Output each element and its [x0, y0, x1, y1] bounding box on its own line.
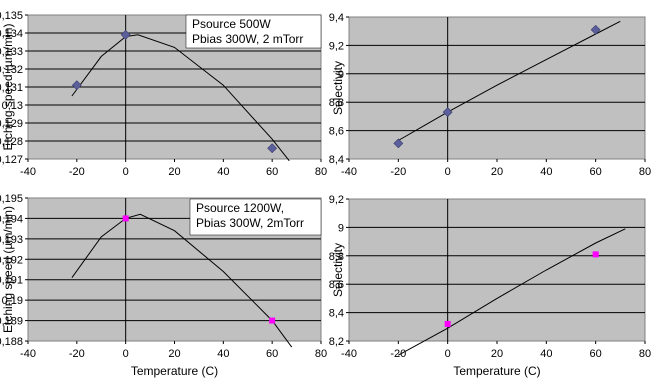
- data-point: [444, 320, 451, 327]
- trend-line: [71, 213, 293, 348]
- annotation-text: Psource 500W: [192, 17, 271, 31]
- y-tick-label: 0,192: [0, 254, 23, 266]
- y-tick-label: 0,189: [0, 316, 23, 328]
- x-tick-label: 80: [315, 166, 327, 178]
- trend-line: [398, 20, 621, 141]
- y-tick-label: 8,4: [329, 154, 344, 166]
- y-tick-label: 0,129: [0, 118, 23, 130]
- data-point: [122, 215, 129, 222]
- x-tick-label: 20: [168, 348, 180, 360]
- y-tick-label: 9: [338, 69, 344, 81]
- y-tick-label: 8,6: [329, 126, 344, 138]
- y-tick-label: 8,6: [329, 279, 344, 291]
- annotation-text: Pbias 300W, 2 mTorr: [192, 32, 303, 46]
- y-tick-label: 0,131: [0, 82, 23, 94]
- x-tick-label: 40: [217, 348, 229, 360]
- chart-panel-top-right: 8,4 8,6 8,8 9 9,2 9,4 -40 -20 0 20 40 60 80 Selectivi…: [329, 12, 651, 178]
- y-tick-label: 0,188: [0, 336, 23, 348]
- annotation-box: [185, 14, 322, 49]
- y-axis-label: Etching speed (µm/min): [1, 24, 15, 151]
- y-tick-label: 8,2: [329, 336, 344, 348]
- y-tick-label: 0,128: [0, 136, 23, 148]
- x-tick-label: 0: [123, 166, 129, 178]
- x-tick-label: 0: [123, 348, 129, 360]
- y-tick-label: 9,2: [329, 40, 344, 52]
- data-point: [120, 29, 131, 40]
- y-axis-label: Selectivity: [331, 61, 345, 115]
- y-tick-label: 9,2: [329, 194, 344, 206]
- x-tick-label: 80: [639, 166, 651, 178]
- data-point: [71, 80, 82, 91]
- x-tick-label: 20: [168, 166, 180, 178]
- plot-area: [348, 198, 646, 342]
- y-tick-label: 0,195: [0, 193, 23, 205]
- x-tick-label: -20: [69, 348, 85, 360]
- x-axis-label: Temperature (C): [131, 364, 218, 378]
- data-point: [590, 24, 601, 35]
- y-tick-label: 8,8: [329, 97, 344, 109]
- x-tick-label: 20: [491, 348, 503, 360]
- x-tick-label: 40: [217, 166, 229, 178]
- chart-panel-bottom-right: 8,2 8,4 8,6 8,8 9 9,2 -40 -20 0 20 40 60 80 Selectivi…: [329, 194, 651, 378]
- x-tick-label: 60: [266, 348, 278, 360]
- x-tick-label: 20: [491, 166, 503, 178]
- y-tick-label: 0,19: [2, 295, 23, 307]
- chart-panel-bottom-left: 0,188 0,189 0,19 0,191 0,192 0,193 0,194 0,195 -…: [0, 193, 327, 378]
- data-point: [442, 107, 453, 118]
- y-tick-label: 8,8: [329, 251, 344, 263]
- annotation-text: Pbias 300W, 2mTorr: [196, 216, 304, 230]
- x-tick-label: 80: [315, 348, 327, 360]
- y-axis-label: Etching speed (µm/min): [1, 206, 15, 333]
- x-tick-label: 0: [445, 166, 451, 178]
- data-point: [267, 143, 278, 154]
- y-tick-label: 9,4: [329, 12, 344, 24]
- x-tick-label: 60: [266, 166, 278, 178]
- y-tick-label: 0,193: [0, 234, 23, 246]
- x-tick-label: -20: [390, 348, 406, 360]
- x-tick-label: -40: [20, 348, 36, 360]
- x-tick-label: 60: [590, 348, 602, 360]
- x-tick-label: 60: [590, 166, 602, 178]
- y-tick-label: 9: [338, 222, 344, 234]
- y-tick-label: 0,134: [0, 28, 23, 40]
- y-tick-label: 0,135: [0, 10, 23, 22]
- y-tick-label: 0,191: [0, 275, 23, 287]
- x-tick-label: 40: [540, 166, 552, 178]
- y-tick-label: 0,194: [0, 213, 23, 225]
- x-tick-label: 0: [445, 348, 451, 360]
- x-tick-label: -40: [341, 348, 357, 360]
- x-tick-label: -40: [341, 166, 357, 178]
- x-tick-label: -40: [20, 166, 36, 178]
- trend-line: [71, 34, 290, 162]
- chart-panel-top-left: 0,127 0,128 0,129 0,13 0,131 0,132 0,133 0,134 0…: [0, 10, 327, 178]
- y-tick-label: 8,4: [329, 308, 344, 320]
- plot-area: [348, 16, 646, 160]
- x-tick-label: 80: [639, 348, 651, 360]
- trend-line: [398, 228, 626, 356]
- y-axis-label: Selectivity: [331, 243, 345, 297]
- data-point: [269, 317, 276, 324]
- y-tick-label: 0,133: [0, 46, 23, 58]
- y-tick-label: 0,13: [2, 100, 23, 112]
- x-tick-label: 40: [540, 348, 552, 360]
- y-tick-label: 0,132: [0, 64, 23, 76]
- x-tick-label: -20: [69, 166, 85, 178]
- annotation-box: [189, 198, 322, 236]
- y-tick-label: 0,127: [0, 154, 23, 166]
- annotation-text: Psource 1200W,: [196, 201, 284, 215]
- x-tick-label: -20: [390, 166, 406, 178]
- data-point: [592, 251, 599, 258]
- x-axis-label: Temperature (C): [453, 364, 540, 378]
- data-point: [393, 138, 404, 149]
